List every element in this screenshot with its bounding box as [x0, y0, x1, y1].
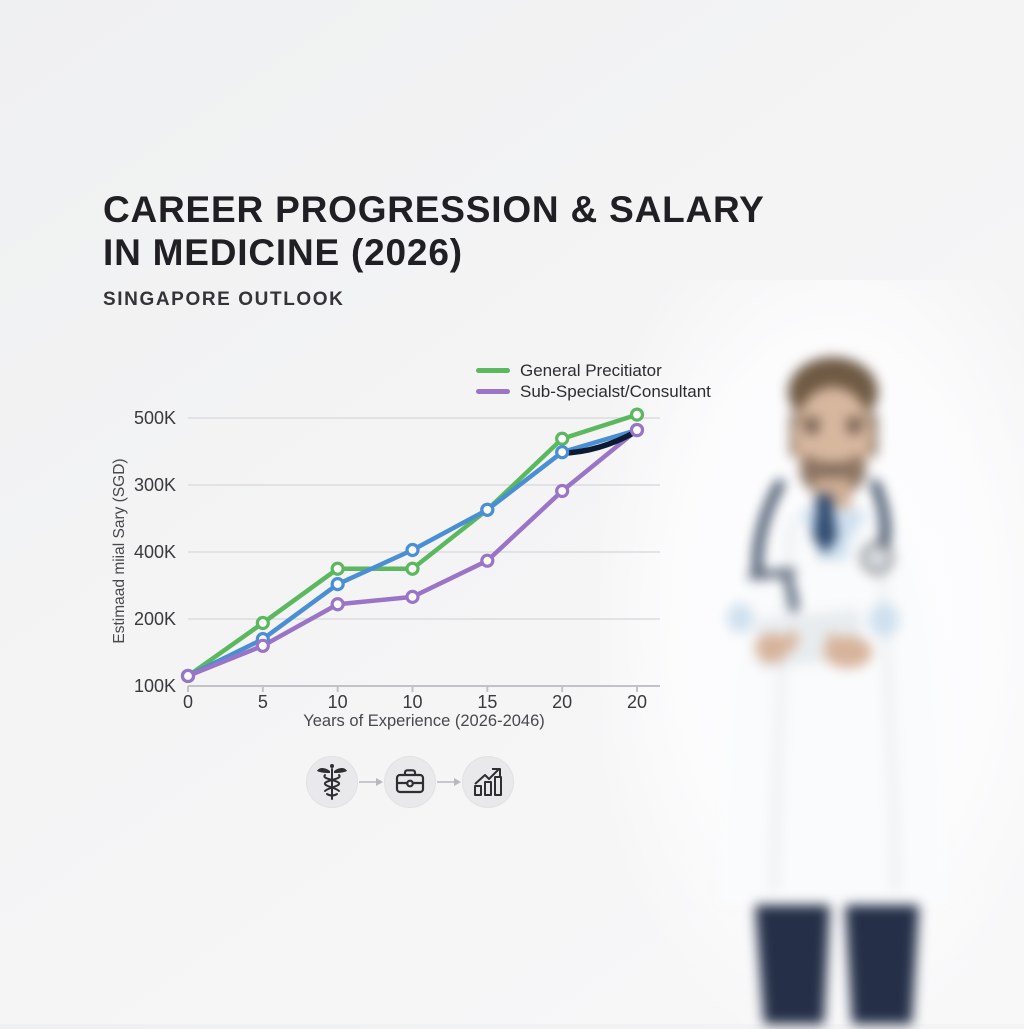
legend-label: General Precitiator — [520, 360, 662, 380]
y-axis-title: Estimaad miial Sary (SGD) — [111, 458, 128, 644]
legend-swatch-purple — [476, 389, 510, 394]
doctor-photo — [672, 322, 998, 1024]
y-tick-label: 500K — [134, 408, 176, 428]
data-point-marker — [405, 542, 420, 558]
doctor-trouser-leg — [845, 905, 919, 1024]
arrow-right-icon — [437, 778, 461, 786]
data-point-marker — [330, 597, 345, 612]
data-point-marker — [555, 483, 570, 499]
career-process-icons — [306, 755, 516, 809]
stethoscope-tube-left — [752, 479, 785, 579]
career-step-circle — [384, 756, 436, 808]
y-tick-label: 200K — [134, 609, 176, 629]
chart-canvas: 500K 300K 400K 200K 100K 0 5 10 10 15 20 20 — [134, 407, 660, 712]
data-point-marker — [330, 561, 345, 576]
doctor-trouser-leg — [755, 905, 830, 1024]
y-tick-label: 300K — [134, 475, 176, 495]
y-tick-label: 100K — [134, 676, 176, 696]
data-point-marker — [480, 502, 495, 517]
x-tick-label: 20 — [627, 692, 647, 712]
x-axis-title: Years of Experience (2026-2046) — [303, 712, 545, 730]
data-point-marker — [555, 445, 570, 460]
doctor-mouth — [822, 465, 844, 469]
page-title: CAREER PROGRESSION & SALARY IN MEDICINE … — [103, 188, 823, 275]
data-point-marker — [405, 561, 420, 576]
data-point-marker — [480, 553, 495, 568]
header: CAREER PROGRESSION & SALARY IN MEDICINE … — [103, 188, 823, 311]
x-tick-label: 10 — [328, 692, 348, 712]
chart-legend: General Precitiator Sub-Specialst/Consul… — [476, 360, 711, 402]
doctor-hand — [755, 633, 789, 663]
medicine-step-circle — [306, 756, 358, 808]
data-point-marker — [629, 407, 645, 422]
x-tick-label: 0 — [183, 692, 193, 712]
data-point-marker — [629, 422, 645, 438]
data-point-marker — [330, 577, 345, 592]
x-tick-label: 10 — [402, 692, 422, 712]
legend-item-sub-specialist: Sub-Specialst/Consultant — [476, 381, 711, 402]
briefcase-icon — [395, 769, 425, 794]
y-tick-label: 400K — [134, 542, 176, 562]
data-point-marker — [555, 431, 570, 446]
data-point-marker — [255, 638, 270, 653]
x-tick-label: 20 — [552, 692, 572, 712]
title-line-1: CAREER PROGRESSION & SALARY — [103, 189, 765, 230]
title-line-2: IN MEDICINE (2026) — [103, 232, 463, 274]
legend-swatch-green — [476, 368, 510, 373]
data-point-marker — [255, 615, 270, 631]
x-tick-label: 5 — [258, 692, 268, 712]
arrow-right-icon — [359, 778, 383, 786]
legend-item-general-practitioner: General Precitiator — [476, 360, 711, 381]
doctor-cuff — [727, 603, 753, 633]
x-tick-label: 15 — [477, 692, 497, 712]
data-point-marker — [180, 668, 196, 684]
doctor-figure — [718, 357, 948, 1024]
doctor-eye — [805, 425, 819, 433]
growth-step-circle — [462, 756, 514, 808]
doctor-cuff — [869, 603, 899, 637]
stethoscope-connector — [748, 568, 796, 580]
doctor-tie — [813, 506, 837, 554]
page-subtitle: SINGAPORE OUTLOOK — [103, 288, 345, 310]
doctor-eye — [847, 425, 861, 433]
doctor-coat — [718, 507, 948, 905]
legend-label: Sub-Specialst/Consultant — [520, 381, 711, 401]
caduceus-icon — [317, 764, 347, 800]
salary-line-chart: 500K 300K 400K 200K 100K 0 5 10 10 15 20 20 Estimaa… — [90, 350, 711, 750]
doctor-tie-knot — [814, 494, 834, 506]
data-point-marker — [405, 589, 420, 604]
growth-chart-icon — [474, 768, 502, 796]
